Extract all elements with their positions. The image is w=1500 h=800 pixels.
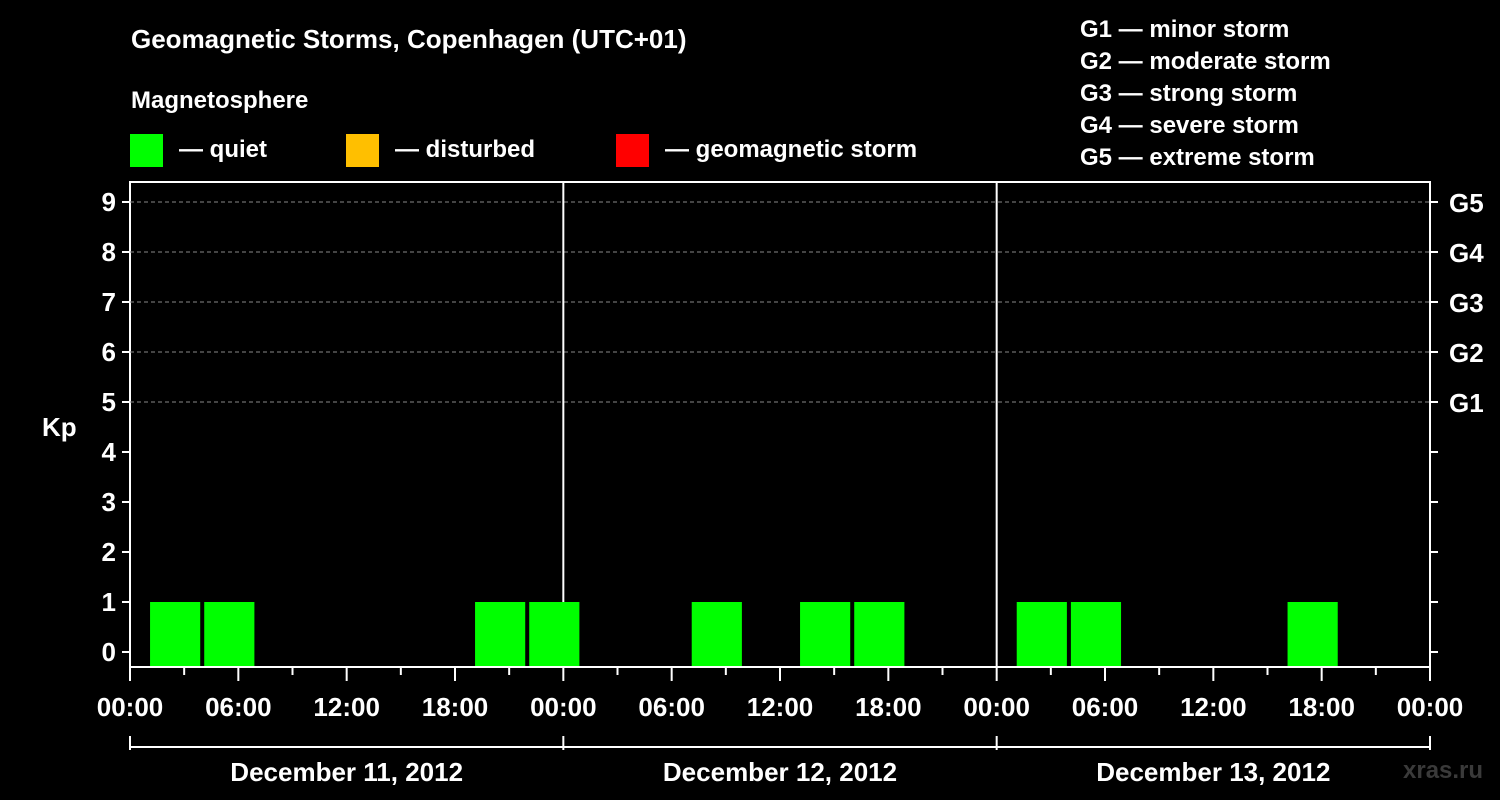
x-tick-label: 00:00 (97, 692, 164, 722)
g-scale-label: G2 (1449, 338, 1484, 368)
x-tick-label: 00:00 (963, 692, 1030, 722)
date-label: December 12, 2012 (663, 757, 897, 787)
x-tick-label: 18:00 (1288, 692, 1355, 722)
x-tick-label: 00:00 (530, 692, 597, 722)
storm-scale-g3: G3 — strong storm (1080, 80, 1298, 107)
g-scale-label: G5 (1449, 188, 1484, 218)
y-tick-label: 5 (102, 387, 116, 417)
kp-bar (475, 602, 526, 666)
y-tick-label: 9 (102, 187, 116, 217)
g-scale-label: G4 (1449, 238, 1484, 268)
kp-bar (150, 602, 201, 666)
storm-scale-g4: G4 — severe storm (1080, 112, 1299, 139)
storm-scale-g2: G2 — moderate storm (1080, 48, 1331, 75)
legend-item-quiet: — quiet (130, 133, 267, 167)
y-tick-label: 2 (102, 537, 116, 567)
y-tick-label: 6 (102, 337, 116, 367)
x-tick-label: 18:00 (855, 692, 922, 722)
x-tick-label: 12:00 (1180, 692, 1247, 722)
chart-title: Geomagnetic Storms, Copenhagen (UTC+01) (131, 24, 687, 54)
kp-bar (854, 602, 905, 666)
y-tick-label: 8 (102, 237, 116, 267)
storm-scale-legend: G1 — minor storm G2 — moderate storm G3 … (1080, 14, 1331, 174)
legend-label-storm: — geomagnetic storm (665, 136, 918, 163)
legend-swatch-storm (616, 133, 649, 167)
date-label: December 13, 2012 (1096, 757, 1330, 787)
y-tick-label: 0 (102, 637, 116, 667)
y-tick-label: 4 (102, 437, 117, 467)
kp-bar (204, 602, 255, 666)
legend-swatch-quiet (130, 133, 163, 167)
g-scale-label: G1 (1449, 388, 1484, 418)
legend-label-quiet: — quiet (179, 136, 267, 163)
x-tick-label: 06:00 (205, 692, 272, 722)
kp-bar (1287, 602, 1338, 666)
x-tick-label: 18:00 (422, 692, 489, 722)
legend-item-storm: — geomagnetic storm (616, 133, 917, 167)
storm-scale-g1: G1 — minor storm (1080, 16, 1290, 43)
legend-swatch-disturbed (346, 133, 379, 167)
y-tick-label: 7 (102, 287, 116, 317)
kp-bar (800, 602, 851, 666)
y-tick-label: 1 (102, 587, 116, 617)
watermark: xras.ru (1403, 757, 1484, 784)
plot-frame (129, 181, 1431, 668)
storm-scale-g5: G5 — extreme storm (1080, 144, 1315, 171)
x-tick-label: 06:00 (638, 692, 705, 722)
kp-bar (1070, 602, 1122, 666)
date-label: December 11, 2012 (230, 757, 463, 787)
y-axis-label: Kp (42, 412, 77, 442)
g-scale-label: G3 (1449, 288, 1484, 318)
x-tick-label: 12:00 (747, 692, 814, 722)
kp-bar (691, 602, 742, 666)
x-tick-label: 12:00 (313, 692, 380, 722)
kp-bar (529, 602, 580, 666)
kp-bar (1016, 602, 1067, 666)
x-tick-label: 06:00 (1072, 692, 1139, 722)
y-tick-label: 3 (102, 487, 116, 517)
x-tick-label: 00:00 (1397, 692, 1464, 722)
legend-label-disturbed: — disturbed (395, 136, 536, 163)
chart-subtitle: Magnetosphere (131, 87, 309, 114)
legend-item-disturbed: — disturbed (346, 133, 535, 167)
